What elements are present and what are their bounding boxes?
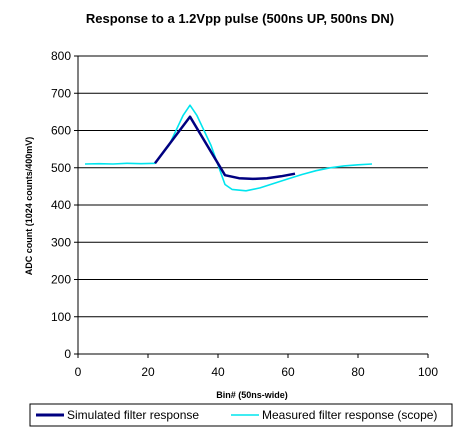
x-tick-label-0: 0: [75, 365, 82, 379]
x-axis-label: Bin# (50ns-wide): [216, 390, 288, 400]
series-line-simulated: [154, 115, 296, 181]
x-tick-label-40: 40: [211, 365, 225, 379]
legend-label-measured: Measured filter response (scope): [262, 408, 437, 422]
y-tick-label-400: 400: [51, 198, 71, 212]
tick-labels: 0 100 200 300 400 500 600 700 800 0 20 40 60 80 100: [51, 49, 438, 379]
y-tick-label-600: 600: [51, 124, 71, 138]
x-tick-label-20: 20: [141, 365, 155, 379]
y-tick-label-100: 100: [51, 310, 71, 324]
y-tick-label-200: 200: [51, 273, 71, 287]
y-tick-label-700: 700: [51, 86, 71, 100]
x-tick-label-100: 100: [418, 365, 438, 379]
gridlines: [78, 55, 428, 318]
legend: Simulated filter response Measured filte…: [29, 403, 453, 427]
y-tick-label-0: 0: [64, 347, 71, 361]
series-lines: [84, 104, 373, 192]
y-tick-label-800: 800: [51, 49, 71, 63]
y-tick-label-300: 300: [51, 235, 71, 249]
series-line-measured: [84, 104, 373, 192]
x-tick-label-80: 80: [351, 365, 365, 379]
y-tick-label-500: 500: [51, 161, 71, 175]
y-axis-label: ADC count (1024 counts/400mV): [24, 137, 34, 276]
x-tick-label-60: 60: [281, 365, 295, 379]
legend-label-simulated: Simulated filter response: [67, 408, 199, 422]
chart-title: Response to a 1.2Vpp pulse (500ns UP, 50…: [86, 11, 394, 26]
axes: [74, 55, 429, 358]
